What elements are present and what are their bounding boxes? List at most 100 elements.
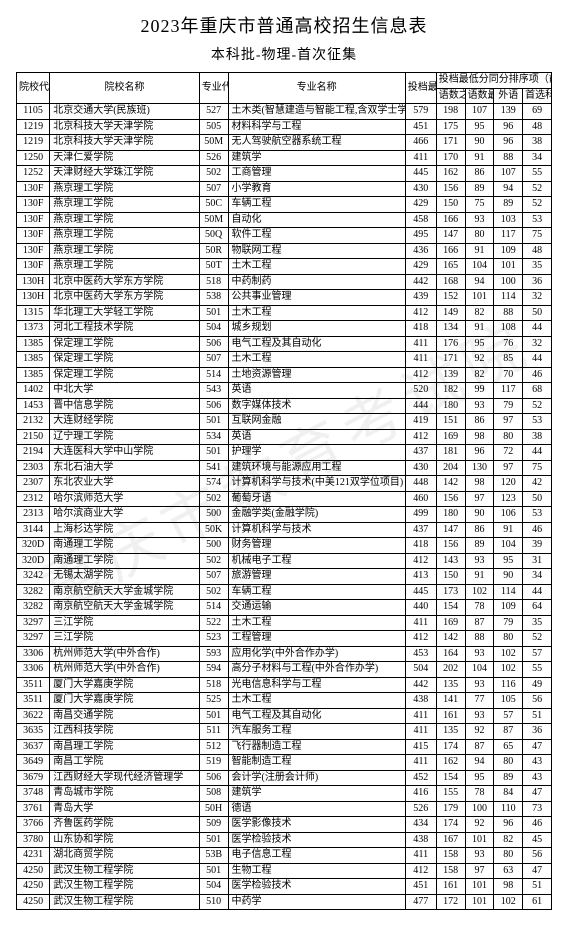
cell-mcode: 519 (199, 755, 228, 771)
cell-school: 南昌交通学院 (50, 708, 200, 724)
cell-code: 3306 (17, 646, 50, 662)
cell-mcode: 501 (199, 708, 228, 724)
cell-d: 36 (523, 724, 552, 740)
cell-code: 130H (17, 274, 50, 290)
cell-b: 101 (465, 894, 494, 910)
table-row: 3282南京航空航天大学金城学院514交通运输4401547810964 (17, 600, 552, 616)
cell-school: 东北石油大学 (50, 460, 200, 476)
cell-code: 2312 (17, 491, 50, 507)
cell-major: 建筑学 (228, 786, 405, 802)
cell-code: 3511 (17, 693, 50, 709)
cell-major: 会计学(注册会计师) (228, 770, 405, 786)
cell-c: 102 (494, 894, 523, 910)
cell-a: 147 (436, 228, 465, 244)
cell-c: 82 (494, 832, 523, 848)
cell-mcode: 501 (199, 305, 228, 321)
cell-min: 418 (405, 538, 436, 554)
cell-school: 华北理工大学轻工学院 (50, 305, 200, 321)
cell-d: 44 (523, 584, 552, 600)
cell-min: 439 (405, 290, 436, 306)
cell-major: 材料科学与工程 (228, 119, 405, 135)
cell-min: 429 (405, 259, 436, 275)
table-row: 1385保定理工学院514土地资源管理412139827046 (17, 367, 552, 383)
cell-c: 139 (494, 104, 523, 120)
cell-major: 葡萄牙语 (228, 491, 405, 507)
table-row: 130F燕京理工学院507小学教育430156899452 (17, 181, 552, 197)
cell-major: 中药学 (228, 894, 405, 910)
cell-b: 82 (465, 305, 494, 321)
cell-a: 158 (436, 863, 465, 879)
cell-b: 96 (465, 445, 494, 461)
cell-b: 94 (465, 274, 494, 290)
cell-major: 土地资源管理 (228, 367, 405, 383)
cell-school: 江西科技学院 (50, 724, 200, 740)
cell-mcode: 527 (199, 104, 228, 120)
table-head: 院校代号 院校名称 专业代号 专业名称 投档最低分 投档最低分同分排序项（前4项… (17, 73, 552, 104)
cell-min: 411 (405, 708, 436, 724)
table-row: 2312哈尔滨师范大学502葡萄牙语4601569712350 (17, 491, 552, 507)
cell-school: 厦门大学嘉庚学院 (50, 693, 200, 709)
cell-a: 162 (436, 755, 465, 771)
cell-d: 53 (523, 507, 552, 523)
cell-min: 438 (405, 693, 436, 709)
table-row: 3780山东协和学院501医学检验技术4381671018245 (17, 832, 552, 848)
cell-d: 51 (523, 879, 552, 895)
cell-c: 94 (494, 181, 523, 197)
cell-min: 412 (405, 429, 436, 445)
cell-b: 99 (465, 383, 494, 399)
table-row: 1250天津仁爱学院526建筑学411170918834 (17, 150, 552, 166)
cell-code: 3679 (17, 770, 50, 786)
cell-b: 88 (465, 631, 494, 647)
cell-b: 101 (465, 832, 494, 848)
cell-d: 55 (523, 662, 552, 678)
cell-min: 412 (405, 305, 436, 321)
cell-code: 1315 (17, 305, 50, 321)
cell-major: 德语 (228, 801, 405, 817)
cell-a: 155 (436, 786, 465, 802)
cell-c: 96 (494, 817, 523, 833)
cell-c: 102 (494, 646, 523, 662)
cell-major: 生物工程 (228, 863, 405, 879)
cell-code: 3297 (17, 615, 50, 631)
cell-min: 411 (405, 724, 436, 740)
cell-d: 73 (523, 801, 552, 817)
th-school: 院校名称 (50, 73, 200, 104)
cell-a: 169 (436, 615, 465, 631)
table-row: 1105北京交通大学(民族班)527土木类(智慧建造与智能工程,含双学士学位项5… (17, 104, 552, 120)
cell-code: 3306 (17, 662, 50, 678)
cell-mcode: 50M (199, 135, 228, 151)
cell-code: 3761 (17, 801, 50, 817)
cell-d: 31 (523, 553, 552, 569)
cell-school: 齐鲁医药学院 (50, 817, 200, 833)
table-row: 130H北京中医药大学东方学院518中药制药4421689410036 (17, 274, 552, 290)
cell-major: 医学检验技术 (228, 879, 405, 895)
table-row: 3144上海杉达学院50K计算机科学与技术437147869146 (17, 522, 552, 538)
table-row: 3306杭州师范大学(中外合作)593应用化学(中外合作办学)453164931… (17, 646, 552, 662)
cell-major: 电子信息工程 (228, 848, 405, 864)
cell-major: 护理学 (228, 445, 405, 461)
cell-d: 52 (523, 398, 552, 414)
cell-mcode: 506 (199, 770, 228, 786)
cell-d: 44 (523, 445, 552, 461)
cell-school: 南昌工学院 (50, 755, 200, 771)
cell-c: 109 (494, 600, 523, 616)
cell-min: 451 (405, 119, 436, 135)
table-row: 130F燕京理工学院50M自动化4581669310353 (17, 212, 552, 228)
cell-school: 北京中医药大学东方学院 (50, 274, 200, 290)
table-row: 3637南昌理工学院512飞行器制造工程415174876547 (17, 739, 552, 755)
cell-d: 32 (523, 336, 552, 352)
table-row: 1402中北大学543英语5201829911768 (17, 383, 552, 399)
cell-major: 工程管理 (228, 631, 405, 647)
table-row: 4231湖北商贸学院53B电子信息工程411158938056 (17, 848, 552, 864)
cell-min: 499 (405, 507, 436, 523)
cell-major: 土木工程 (228, 615, 405, 631)
cell-d: 53 (523, 212, 552, 228)
table-body: 1105北京交通大学(民族班)527土木类(智慧建造与智能工程,含双学士学位项5… (17, 104, 552, 910)
cell-major: 土木工程 (228, 305, 405, 321)
cell-mcode: 50K (199, 522, 228, 538)
page-subtitle: 本科批-物理-首次征集 (16, 44, 552, 64)
cell-b: 89 (465, 181, 494, 197)
cell-min: 526 (405, 801, 436, 817)
cell-a: 135 (436, 724, 465, 740)
cell-school: 青岛大学 (50, 801, 200, 817)
